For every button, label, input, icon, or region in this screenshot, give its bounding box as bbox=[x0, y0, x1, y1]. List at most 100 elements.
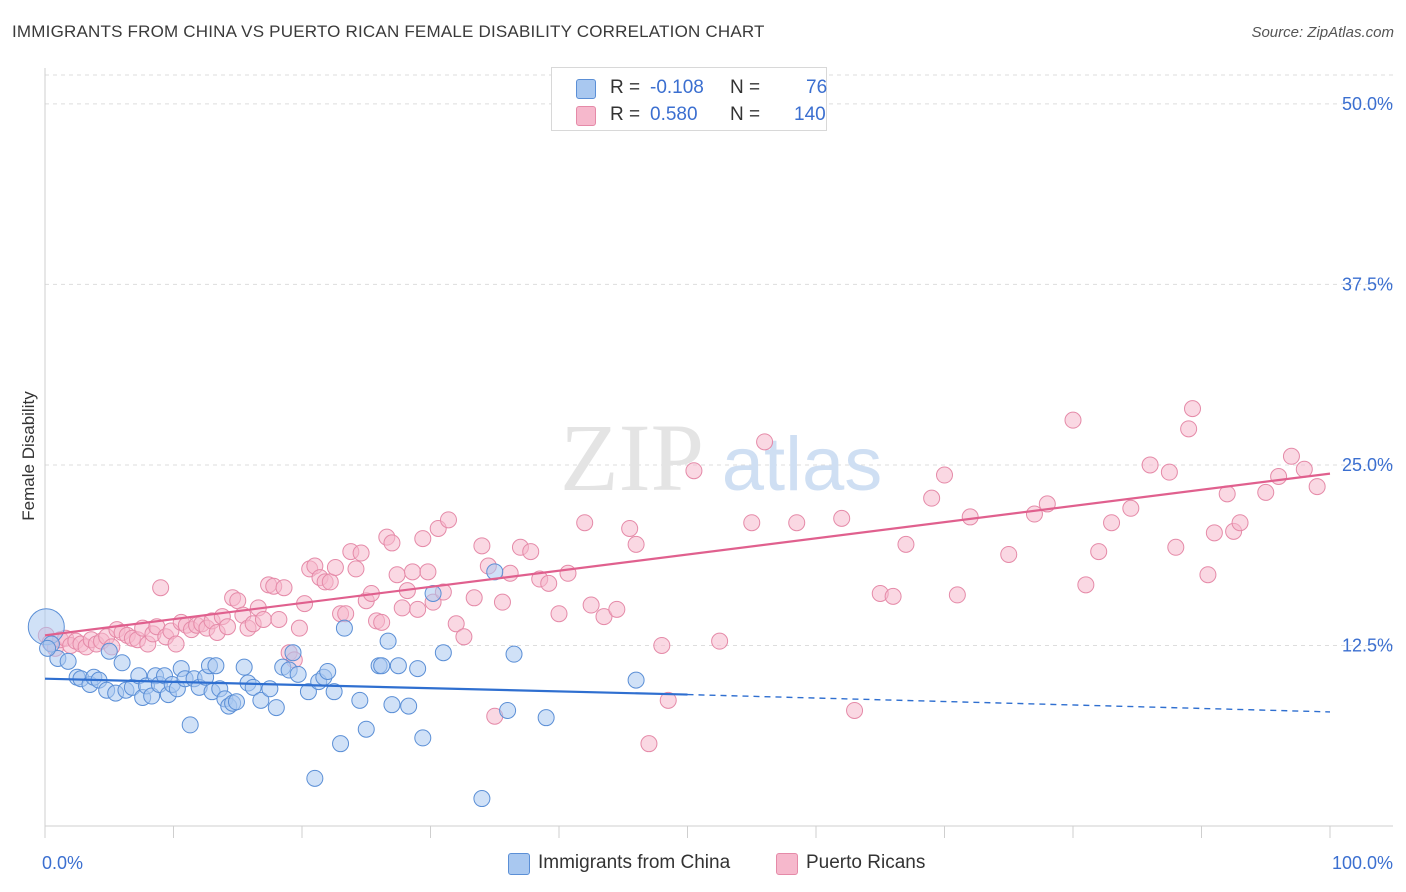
puerto-ricans-point bbox=[321, 573, 339, 591]
puerto-ricans-point bbox=[1141, 456, 1159, 474]
puerto-ricans-point bbox=[1160, 463, 1178, 481]
china-point bbox=[319, 662, 337, 680]
china-point bbox=[537, 709, 555, 727]
puerto-ricans-point bbox=[833, 509, 851, 527]
puerto-ricans-point bbox=[404, 563, 422, 581]
puerto-ricans-point bbox=[388, 566, 406, 584]
puerto-ricans-point bbox=[923, 489, 941, 507]
r-value-puerto-ricans: 0.580 bbox=[650, 104, 698, 125]
china-point bbox=[299, 683, 317, 701]
puerto-ricans-point bbox=[640, 735, 658, 753]
puerto-ricans-point bbox=[1295, 460, 1313, 478]
puerto-ricans-point bbox=[152, 579, 170, 597]
china-point bbox=[414, 729, 432, 747]
puerto-ricans-point bbox=[493, 593, 511, 611]
puerto-ricans-point bbox=[347, 560, 365, 578]
puerto-ricans-point bbox=[948, 586, 966, 604]
puerto-ricans-point bbox=[1282, 447, 1300, 465]
puerto-ricans-point bbox=[275, 579, 293, 597]
puerto-ricans-point bbox=[290, 619, 308, 637]
puerto-ricans-point bbox=[595, 608, 613, 626]
puerto-ricans-point bbox=[254, 610, 272, 628]
china-point bbox=[306, 769, 324, 787]
r-label: R = bbox=[610, 104, 641, 125]
puerto-ricans-point bbox=[756, 433, 774, 451]
china-point bbox=[181, 716, 199, 734]
china-legend-label: Immigrants from China bbox=[538, 852, 731, 873]
china-point bbox=[235, 658, 253, 676]
puerto-ricans-point bbox=[465, 589, 483, 607]
axis-labels: Female Disability 12.5% 25.0% 37.5% 50.0% 0.… bbox=[19, 94, 1393, 873]
puerto-ricans-point bbox=[414, 530, 432, 548]
puerto-ricans-point bbox=[621, 519, 639, 537]
puerto-ricans-legend-swatch bbox=[776, 853, 798, 875]
puerto-ricans-swatch bbox=[576, 106, 596, 126]
china-point bbox=[59, 652, 77, 670]
puerto-ricans-point bbox=[383, 534, 401, 552]
puerto-ricans-point bbox=[409, 600, 427, 618]
trend-lines bbox=[44, 472, 1331, 713]
puerto-ricans-point bbox=[897, 535, 915, 553]
china-point bbox=[284, 644, 302, 662]
puerto-ricans-point bbox=[659, 691, 677, 709]
puerto-ricans-point bbox=[1090, 543, 1108, 561]
chart-source: Source: ZipAtlas.com bbox=[1251, 24, 1394, 41]
r-label: R = bbox=[610, 77, 641, 98]
puerto-ricans-point bbox=[711, 632, 729, 650]
puerto-ricans-point bbox=[961, 508, 979, 526]
puerto-ricans-point bbox=[1167, 538, 1185, 556]
china-point bbox=[289, 665, 307, 683]
china-swatch bbox=[576, 79, 596, 99]
y-tick-label: 25.0% bbox=[1342, 455, 1393, 475]
puerto-ricans-point bbox=[884, 587, 902, 605]
n-value-china: 76 bbox=[806, 77, 828, 98]
puerto-ricans-point bbox=[1000, 545, 1018, 563]
puerto-ricans-point bbox=[1205, 524, 1223, 542]
y-axis-label: Female Disability bbox=[19, 391, 38, 521]
puerto-ricans-point bbox=[1025, 505, 1043, 523]
puerto-ricans-point bbox=[846, 701, 864, 719]
china-point bbox=[252, 691, 270, 709]
china-point bbox=[100, 642, 118, 660]
puerto-ricans-point bbox=[550, 605, 568, 623]
puerto-ricans-point bbox=[167, 635, 185, 653]
puerto-ricans-point bbox=[1270, 467, 1288, 485]
china-point bbox=[383, 696, 401, 714]
china-point bbox=[39, 639, 57, 657]
china-point bbox=[379, 632, 397, 650]
n-label: N = bbox=[730, 77, 761, 98]
puerto-ricans-point bbox=[373, 613, 391, 631]
n-value-puerto-ricans: 140 bbox=[794, 104, 826, 125]
puerto-ricans-point bbox=[270, 610, 288, 628]
china-point bbox=[389, 657, 407, 675]
puerto-ricans-point bbox=[218, 618, 236, 636]
china-point bbox=[335, 619, 353, 637]
n-label: N = bbox=[730, 104, 761, 125]
puerto-ricans-trend-line bbox=[44, 472, 1331, 637]
china-point bbox=[505, 645, 523, 663]
puerto-ricans-point bbox=[743, 514, 761, 532]
puerto-ricans-point bbox=[352, 544, 370, 562]
puerto-ricans-point bbox=[1122, 499, 1140, 517]
puerto-ricans-point bbox=[1231, 514, 1249, 532]
axes bbox=[44, 68, 1393, 838]
china-point bbox=[499, 701, 517, 719]
puerto-ricans-point bbox=[685, 462, 703, 480]
puerto-ricans-point bbox=[576, 514, 594, 532]
puerto-ricans-point bbox=[1103, 514, 1121, 532]
china-point bbox=[400, 697, 418, 715]
china-point bbox=[207, 657, 225, 675]
puerto-ricans-point bbox=[473, 537, 491, 555]
puerto-ricans-point bbox=[1308, 478, 1326, 496]
puerto-ricans-point bbox=[337, 605, 355, 623]
y-tick-label: 12.5% bbox=[1342, 635, 1393, 655]
china-point bbox=[473, 790, 491, 808]
puerto-ricans-point bbox=[501, 564, 519, 582]
grid-lines bbox=[45, 74, 1393, 646]
puerto-ricans-point bbox=[936, 466, 953, 484]
puerto-ricans-point bbox=[1180, 420, 1198, 438]
y-tick-label: 37.5% bbox=[1342, 274, 1393, 294]
chart-title: IMMIGRANTS FROM CHINA VS PUERTO RICAN FE… bbox=[12, 22, 765, 41]
china-points bbox=[27, 563, 645, 808]
